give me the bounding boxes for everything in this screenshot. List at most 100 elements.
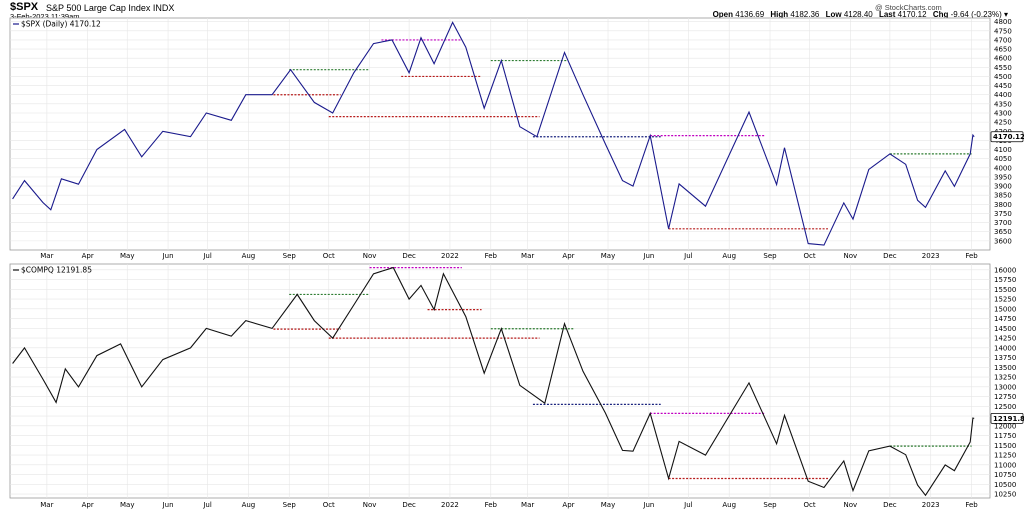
y-tick-label: 4050	[994, 155, 1012, 163]
x-tick-label: Nov	[363, 252, 377, 260]
y-tick-label: 15750	[994, 276, 1016, 284]
x-tick-label: Nov	[844, 501, 858, 509]
x-tick-label: Mar	[40, 501, 53, 509]
y-tick-label: 11000	[994, 461, 1016, 469]
y-tick-label: 11750	[994, 432, 1016, 440]
y-tick-label: 4450	[994, 82, 1012, 90]
y-tick-label: 14250	[994, 335, 1016, 343]
x-tick-label: Oct	[323, 501, 335, 509]
x-tick-label: Jun	[642, 501, 654, 509]
y-tick-label: 4250	[994, 119, 1012, 127]
price-series-line	[12, 21, 975, 246]
chart-header: $SPX S&P 500 Large Cap Index INDX 3-Feb-…	[0, 0, 1024, 21]
y-tick-label: 14500	[994, 325, 1016, 333]
watermark: @ StockCharts.com	[875, 3, 942, 12]
y-tick-label: 4800	[994, 18, 1012, 26]
chg-value: -9.64 (-0.23%)	[950, 10, 1002, 19]
legend-label: $SPX (Daily) 4170.12	[21, 20, 101, 29]
open-value: 4136.69	[735, 10, 765, 19]
last-value-label: 4170.12	[993, 133, 1024, 141]
x-tick-label: Aug	[722, 501, 736, 509]
x-tick-label: Feb	[965, 501, 978, 509]
x-tick-label: Sep	[283, 501, 297, 509]
y-tick-label: 10250	[994, 491, 1016, 499]
y-tick-label: 4650	[994, 46, 1012, 54]
y-tick-label: 10750	[994, 471, 1016, 479]
x-tick-label: Aug	[242, 252, 256, 260]
last-value-box	[990, 131, 1024, 143]
x-tick-label: May	[120, 501, 134, 509]
quote-summary: Open 4136.69 High 4182.36 Low 4128.40 La…	[709, 10, 1008, 19]
y-tick-label: 4500	[994, 73, 1012, 81]
x-tick-label: Jul	[202, 501, 212, 509]
y-tick-label: 4400	[994, 91, 1012, 99]
x-tick-label: Jun	[642, 252, 654, 260]
last-value-label: 12191.85	[993, 415, 1024, 423]
chevron-down-icon[interactable]: ▾	[1003, 10, 1008, 19]
y-tick-label: 3600	[994, 237, 1012, 245]
y-tick-label: 15500	[994, 286, 1016, 294]
legend-label: $COMPQ 12191.85	[21, 266, 92, 275]
x-tick-label: Jul	[683, 501, 693, 509]
y-tick-label: 13500	[994, 364, 1016, 372]
x-tick-label: May	[601, 252, 615, 260]
x-tick-label: 2022	[441, 501, 459, 509]
x-tick-label: 2023	[922, 252, 940, 260]
y-tick-label: 13250	[994, 374, 1016, 382]
x-tick-label: Feb	[485, 252, 498, 260]
x-tick-label: 2023	[922, 501, 940, 509]
x-tick-label: Dec	[883, 252, 897, 260]
plot-frame	[9, 17, 991, 251]
y-tick-label: 11250	[994, 452, 1016, 460]
price-series-line	[12, 266, 975, 497]
y-tick-label: 14000	[994, 344, 1016, 352]
y-tick-label: 3750	[994, 210, 1012, 218]
y-tick-label: 3850	[994, 192, 1012, 200]
last-value-box	[990, 413, 1024, 424]
x-tick-label: Mar	[521, 501, 534, 509]
y-tick-label: 4000	[994, 164, 1012, 172]
index-name: S&P 500 Large Cap Index INDX	[46, 3, 175, 13]
x-tick-label: Jul	[683, 252, 693, 260]
last-label: Last	[878, 10, 896, 19]
y-tick-label: 3800	[994, 201, 1012, 209]
low-label: Low	[825, 10, 842, 19]
y-tick-label: 11500	[994, 442, 1016, 450]
y-tick-label: 12750	[994, 393, 1016, 401]
y-tick-label: 15250	[994, 296, 1016, 304]
x-tick-label: Sep	[283, 252, 297, 260]
y-tick-label: 4350	[994, 100, 1012, 108]
x-tick-label: Mar	[40, 252, 53, 260]
x-tick-label: Jun	[162, 501, 174, 509]
y-tick-label: 16000	[994, 266, 1016, 274]
x-tick-label: Dec	[402, 252, 416, 260]
x-tick-label: Aug	[722, 252, 736, 260]
y-tick-label: 3650	[994, 228, 1012, 236]
high-value: 4182.36	[790, 10, 820, 19]
y-tick-label: 13000	[994, 383, 1016, 391]
y-tick-label: 13750	[994, 354, 1016, 362]
y-tick-label: 3900	[994, 183, 1012, 191]
x-tick-label: Nov	[363, 501, 377, 509]
x-tick-label: Dec	[402, 501, 416, 509]
x-tick-label: Apr	[562, 501, 574, 509]
open-label: Open	[712, 10, 734, 19]
x-tick-label: Oct	[803, 501, 815, 509]
y-tick-label: 4550	[994, 64, 1012, 72]
x-tick-label: Jul	[202, 252, 212, 260]
x-tick-label: Nov	[844, 252, 858, 260]
last-value: 4170.12	[897, 10, 927, 19]
y-tick-label: 4750	[994, 27, 1012, 35]
y-tick-label: 4700	[994, 36, 1012, 44]
y-tick-label: 15000	[994, 305, 1016, 313]
y-tick-label: 4100	[994, 146, 1012, 154]
plot-frame	[9, 263, 991, 499]
x-tick-label: Dec	[883, 501, 897, 509]
y-tick-label: 3950	[994, 173, 1012, 181]
x-tick-label: May	[120, 252, 134, 260]
low-value: 4128.40	[843, 10, 873, 19]
x-tick-label: Apr	[562, 252, 574, 260]
